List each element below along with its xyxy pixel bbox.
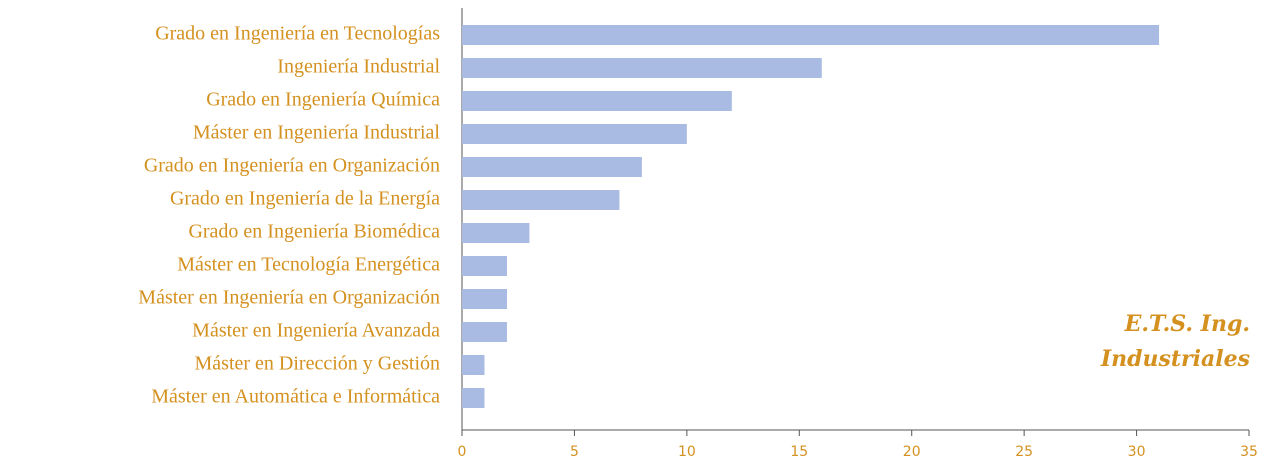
bar bbox=[462, 388, 485, 408]
annotation: E.T.S. Ing. bbox=[1124, 311, 1250, 337]
bar bbox=[462, 124, 687, 144]
y-tick-label: Grado en Ingeniería en Organización bbox=[144, 155, 440, 177]
y-tick-label: Máster en Automática e Informática bbox=[151, 386, 440, 408]
x-tick-label: 15 bbox=[790, 444, 808, 460]
x-tick-label: 35 bbox=[1240, 444, 1258, 460]
y-tick-label: Grado en Ingeniería de la Energía bbox=[170, 188, 440, 210]
x-tick-label: 10 bbox=[678, 444, 696, 460]
x-tick-label: 20 bbox=[903, 444, 921, 460]
y-tick-label: Grado en Ingeniería en Tecnologías bbox=[155, 23, 440, 45]
x-tick-label: 5 bbox=[570, 444, 579, 460]
bar bbox=[462, 223, 530, 243]
y-tick-label: Grado en Ingeniería Biomédica bbox=[188, 221, 440, 243]
y-tick-label: Máster en Ingeniería Avanzada bbox=[192, 320, 440, 342]
y-tick-label: Ingeniería Industrial bbox=[277, 56, 440, 78]
bar bbox=[462, 58, 822, 78]
bar bbox=[462, 25, 1160, 45]
y-tick-label: Máster en Dirección y Gestión bbox=[195, 353, 440, 375]
bar bbox=[462, 355, 485, 375]
x-tick-label: 25 bbox=[1015, 444, 1033, 460]
x-tick-label: 30 bbox=[1128, 444, 1146, 460]
bar bbox=[462, 190, 620, 210]
x-tick-label: 0 bbox=[458, 444, 467, 460]
y-tick-label: Máster en Ingeniería en Organización bbox=[138, 287, 440, 309]
y-tick-label: Máster en Ingeniería Industrial bbox=[193, 122, 441, 144]
bar bbox=[462, 289, 507, 309]
y-tick-label: Grado en Ingeniería Química bbox=[206, 89, 440, 111]
annotation: Industriales bbox=[1100, 346, 1250, 372]
y-tick-label: Máster en Tecnología Energética bbox=[177, 254, 440, 276]
bar bbox=[462, 157, 642, 177]
bar bbox=[462, 322, 507, 342]
bar bbox=[462, 256, 507, 276]
bar bbox=[462, 91, 732, 111]
